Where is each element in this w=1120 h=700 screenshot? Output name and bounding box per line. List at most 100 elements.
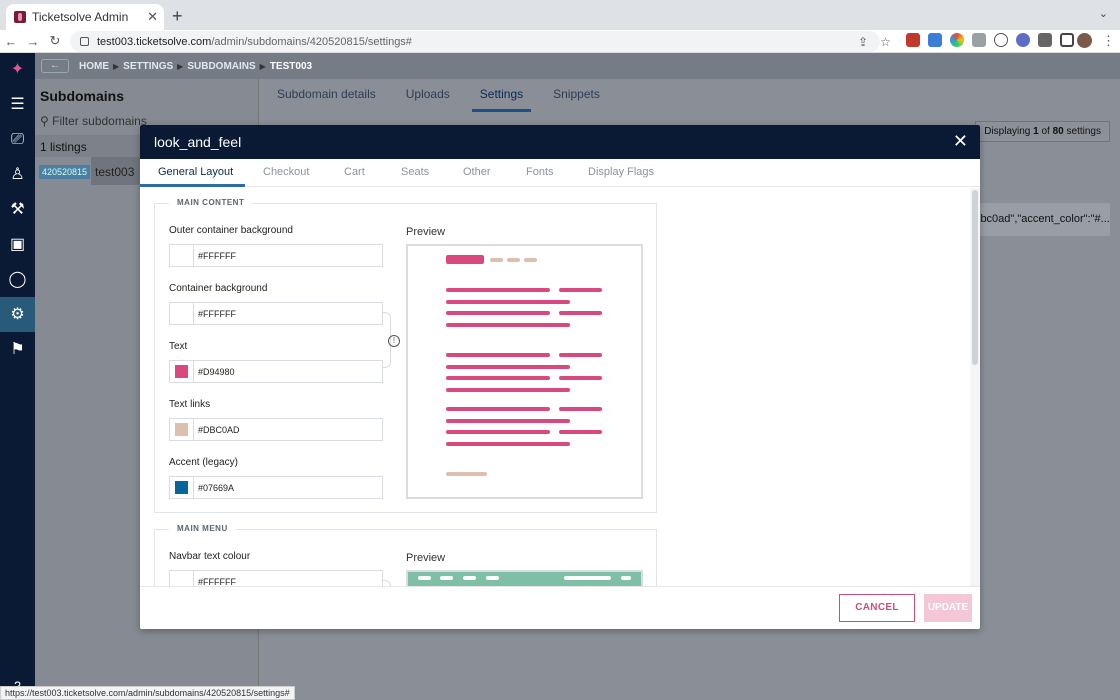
- setting-row-value[interactable]: lbc0ad","accent_color":"#...: [970, 203, 1110, 236]
- tab-checkout[interactable]: Checkout: [263, 166, 310, 178]
- main-tabs: Subdomain details Uploads Settings Snipp…: [269, 79, 622, 112]
- info-icon[interactable]: !: [388, 335, 400, 347]
- cancel-button[interactable]: CANCEL: [839, 594, 915, 622]
- color-value: #FFFFFF: [198, 309, 236, 319]
- update-button[interactable]: UPDATE: [924, 594, 972, 622]
- breadcrumb-back-button[interactable]: ←: [41, 59, 69, 73]
- section-legend: MAIN CONTENT: [169, 198, 253, 207]
- displaying-total: 80: [1052, 126, 1064, 137]
- menu-preview: [406, 570, 643, 586]
- extension-icon[interactable]: [994, 33, 1008, 47]
- subdomain-id-badge: 420520815: [39, 165, 91, 179]
- breadcrumb-settings[interactable]: SETTINGS: [123, 60, 174, 72]
- people-icon[interactable]: ♙: [10, 166, 25, 183]
- text-links-field[interactable]: #DBC0AD: [169, 418, 383, 441]
- bookmark-star-icon[interactable]: ☆: [880, 35, 891, 49]
- color-swatch[interactable]: [170, 419, 194, 440]
- color-swatch[interactable]: [170, 571, 194, 586]
- profile-avatar[interactable]: [1077, 33, 1092, 48]
- preview-title-bar: [446, 255, 484, 264]
- modal-scrollbar[interactable]: [972, 190, 978, 365]
- tab-display-flags[interactable]: Display Flags: [588, 166, 655, 178]
- breadcrumb-home[interactable]: HOME: [79, 60, 109, 72]
- chevron-right-icon: ▶: [259, 61, 266, 71]
- sidebar-toggle-icon[interactable]: [1060, 33, 1074, 47]
- color-swatch[interactable]: [170, 361, 194, 382]
- ticket-icon[interactable]: ⎚: [11, 131, 24, 148]
- browser-menu-icon[interactable]: ⋮: [1102, 33, 1115, 48]
- tab-subdomain-details[interactable]: Subdomain details: [277, 87, 376, 101]
- tab-uploads[interactable]: Uploads: [405, 87, 450, 101]
- search-icon: ⚲: [40, 114, 49, 128]
- extension-icon[interactable]: [928, 33, 942, 47]
- field-label: Outer container background: [169, 225, 293, 236]
- tab-seats[interactable]: Seats: [401, 166, 430, 178]
- outer-container-background-field[interactable]: #FFFFFF: [169, 244, 383, 267]
- text-color-field[interactable]: #D94980: [169, 360, 383, 383]
- modal-body: MAIN CONTENT Outer container background …: [140, 188, 970, 586]
- layout-preview: [406, 244, 643, 499]
- feedback-icon[interactable]: ⚑: [10, 341, 25, 358]
- color-swatch[interactable]: [170, 303, 194, 324]
- filter-placeholder: Filter subdomains: [52, 114, 147, 128]
- extension-icon[interactable]: [972, 33, 986, 47]
- field-label: Text: [169, 341, 188, 352]
- field-label: Container background: [169, 283, 268, 294]
- extension-icon[interactable]: [1016, 33, 1030, 47]
- browser-tab[interactable]: Ticketsolve Admin ✕: [6, 4, 164, 30]
- color-value: #07669A: [198, 483, 235, 493]
- reload-icon[interactable]: ↻: [49, 33, 61, 48]
- color-value: #DBC0AD: [198, 425, 240, 435]
- user-icon[interactable]: ◯: [8, 271, 27, 288]
- preview-label: Preview: [406, 226, 446, 238]
- filter-subdomains-input[interactable]: ⚲ Filter subdomains: [40, 114, 147, 128]
- lock-icon: [80, 37, 89, 46]
- modal-title: look_and_feel: [154, 134, 242, 150]
- container-background-field[interactable]: #FFFFFF: [169, 302, 383, 325]
- extension-icon[interactable]: [906, 33, 920, 47]
- tab-fonts[interactable]: Fonts: [526, 166, 554, 178]
- puzzle-icon[interactable]: [1038, 33, 1052, 47]
- color-swatch[interactable]: [170, 477, 194, 498]
- tab-other[interactable]: Other: [463, 166, 491, 178]
- gear-icon[interactable]: ⚙: [10, 306, 25, 323]
- tab-cart[interactable]: Cart: [344, 166, 365, 178]
- navbar-text-colour-field[interactable]: #FFFFFF: [169, 570, 383, 586]
- extensions-area: [906, 33, 1074, 47]
- tab-general-layout[interactable]: General Layout: [158, 166, 234, 178]
- close-tab-icon[interactable]: ✕: [147, 9, 158, 24]
- color-swatch[interactable]: [170, 245, 194, 266]
- close-icon[interactable]: ✕: [952, 131, 968, 151]
- panel-title: Subdomains: [40, 88, 125, 104]
- hamburger-icon[interactable]: ☰: [10, 96, 25, 113]
- tab-settings[interactable]: Settings: [471, 79, 532, 112]
- browser-toolbar: ← → ↻ test003.ticketsolve.com/admin/subd…: [0, 30, 1120, 53]
- browser-tab-title: Ticketsolve Admin: [32, 10, 129, 24]
- accent-legacy-field[interactable]: #07669A: [169, 476, 383, 499]
- left-nav: ✦ ☰ ⎚ ♙ ⚒ ▣ ◯ ⚙ ⚑ ?: [0, 53, 35, 700]
- back-icon[interactable]: ←: [4, 33, 18, 49]
- look-and-feel-modal: look_and_feel ✕ General Layout Checkout …: [140, 125, 980, 629]
- color-value: #FFFFFF: [198, 577, 236, 586]
- displaying-prefix: Displaying: [984, 126, 1031, 137]
- new-tab-icon[interactable]: +: [172, 6, 183, 26]
- tab-snippets[interactable]: Snippets: [553, 87, 600, 101]
- status-url: https://test003.ticketsolve.com/admin/su…: [0, 686, 295, 700]
- logo-icon[interactable]: ✦: [10, 61, 25, 78]
- active-tab-underline: [140, 184, 245, 187]
- share-icon[interactable]: ⇪: [858, 35, 869, 49]
- address-bar[interactable]: test003.ticketsolve.com/admin/subdomains…: [70, 31, 880, 52]
- breadcrumb-current: TEST003: [269, 60, 313, 72]
- breadcrumb-subdomains[interactable]: SUBDOMAINS: [187, 60, 256, 72]
- field-label: Accent (legacy): [169, 457, 238, 468]
- modal-scrolltrack[interactable]: [970, 188, 980, 586]
- extension-icon[interactable]: [950, 33, 964, 47]
- wrench-icon[interactable]: ⚒: [10, 201, 25, 218]
- modal-footer: CANCEL UPDATE: [140, 586, 980, 629]
- forward-icon[interactable]: →: [26, 33, 40, 49]
- main-menu-section: MAIN MENU Navbar text colour #FFFFFF Pre…: [154, 524, 657, 586]
- tab-search-chevron-icon[interactable]: ⌄: [1098, 8, 1108, 20]
- reports-icon[interactable]: ▣: [9, 236, 26, 253]
- preview-label: Preview: [406, 552, 446, 564]
- displaying-suffix: settings: [1066, 126, 1101, 137]
